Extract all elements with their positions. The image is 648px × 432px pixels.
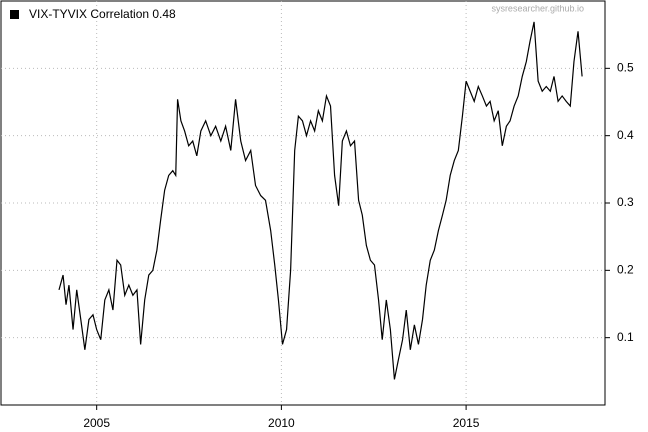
- plot-frame: [0, 0, 606, 406]
- legend-swatch: [10, 10, 19, 19]
- y-tick-label: 0.2: [617, 263, 634, 277]
- x-tick-label: 2005: [83, 416, 110, 430]
- y-tick-label: 0.3: [617, 195, 634, 209]
- x-tick-label: 2010: [268, 416, 295, 430]
- y-tick-label: 0.5: [617, 61, 634, 75]
- y-tick-label: 0.1: [617, 330, 634, 344]
- watermark: sysresearcher.github.io: [491, 3, 584, 13]
- y-tick-label: 0.4: [617, 128, 634, 142]
- legend-label: VIX-TYVIX Correlation 0.48: [29, 7, 176, 21]
- data-line: [58, 21, 583, 380]
- x-tick-label: 2015: [453, 416, 480, 430]
